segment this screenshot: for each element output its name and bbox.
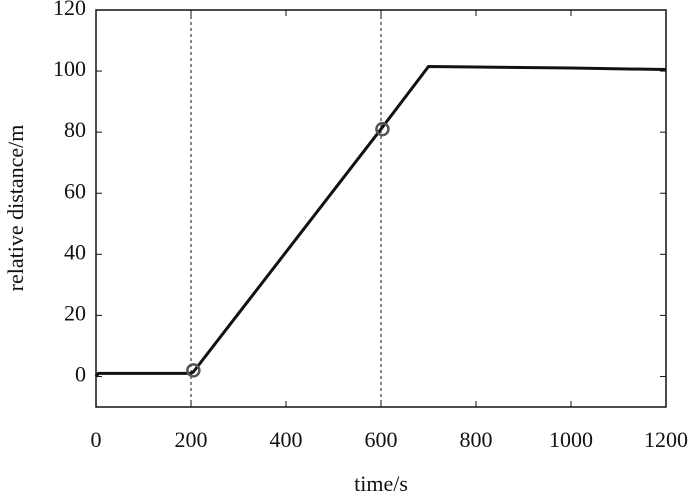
x-tick-label: 0 — [91, 427, 102, 452]
y-tick-label: 20 — [64, 300, 86, 325]
x-tick-label: 200 — [175, 427, 208, 452]
x-axis-label: time/s — [354, 471, 408, 496]
y-tick-label: 60 — [64, 178, 86, 203]
y-tick-label: 40 — [64, 239, 86, 264]
x-tick-label: 1200 — [644, 427, 688, 452]
x-tick-label: 400 — [270, 427, 303, 452]
x-tick-label: 800 — [460, 427, 493, 452]
y-axis-label: relative distance/m — [3, 125, 28, 292]
data-line — [94, 64, 667, 378]
x-tick-label: 600 — [365, 427, 398, 452]
y-tick-label: 120 — [53, 0, 86, 20]
y-tick-label: 100 — [53, 56, 86, 81]
y-tick-label: 0 — [75, 362, 86, 387]
marker — [375, 121, 390, 137]
marker — [186, 363, 201, 378]
y-tick-label: 80 — [64, 117, 86, 142]
x-tick-label: 1000 — [549, 427, 593, 452]
